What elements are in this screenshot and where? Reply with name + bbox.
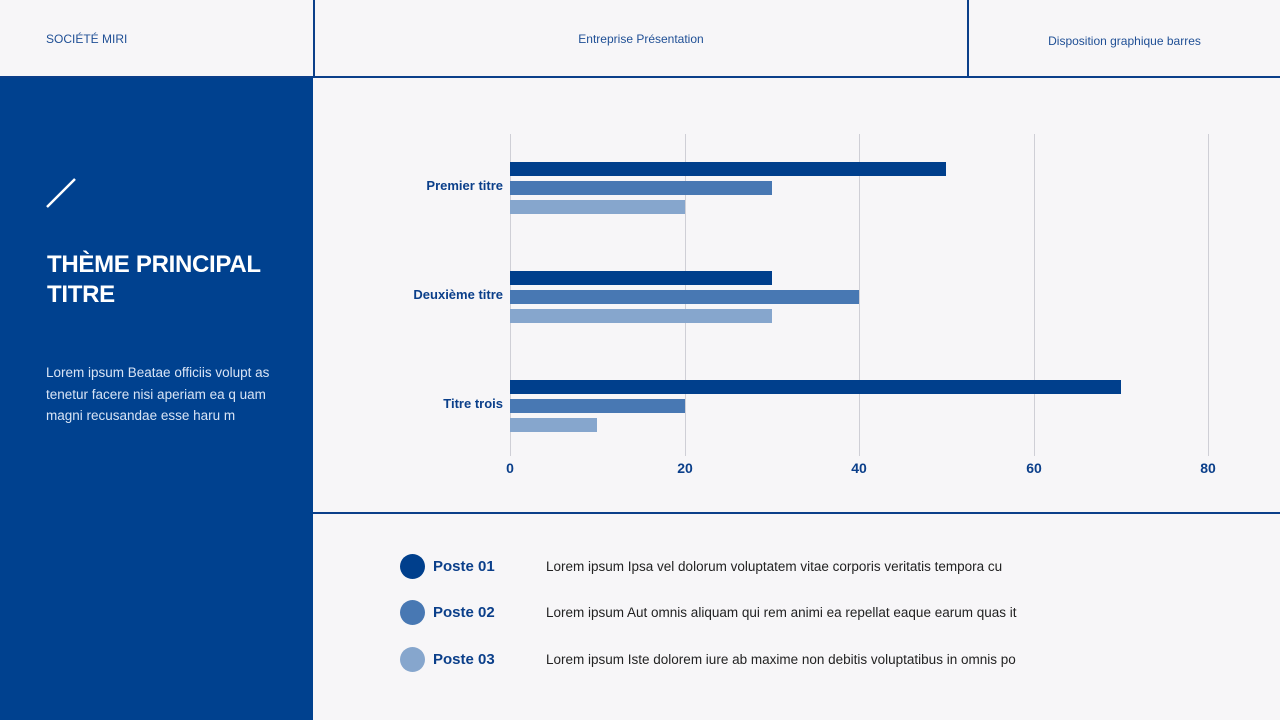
- legend-label: Poste 01: [433, 557, 495, 575]
- legend-description: Lorem ipsum Iste dolorem iure ab maxime …: [546, 651, 1016, 667]
- bar: [510, 399, 685, 413]
- section-divider: [313, 512, 1280, 514]
- x-tick: 80: [1200, 460, 1216, 476]
- x-tick: 0: [506, 460, 514, 476]
- category-label: Titre trois: [443, 396, 503, 411]
- company-name: SOCIÉTÉ MIRI: [46, 31, 128, 46]
- x-tick: 40: [851, 460, 867, 476]
- bar: [510, 380, 1121, 394]
- main-title-line-1: THÈME PRINCIPAL: [47, 251, 261, 278]
- legend-dot-icon: [400, 553, 425, 579]
- legend-label: Poste 02: [433, 603, 495, 621]
- x-tick: 20: [677, 460, 693, 476]
- sidebar-description: Lorem ipsum Beatae officiis volupt as te…: [46, 365, 270, 423]
- bar: [510, 181, 772, 195]
- gridline: [1034, 134, 1035, 456]
- legend-dot-icon: [400, 599, 425, 625]
- header: SOCIÉTÉ MIRI Entreprise Présentation Dis…: [0, 0, 1280, 78]
- bar: [510, 290, 859, 304]
- bar: [510, 162, 947, 176]
- gridline: [1208, 134, 1209, 456]
- legend-item: Poste 02 Lorem ipsum Aut omnis aliquam q…: [400, 599, 1017, 625]
- legend-description: Lorem ipsum Ipsa vel dolorum voluptatem …: [546, 558, 1003, 574]
- legend-description: Lorem ipsum Aut omnis aliquam qui rem an…: [546, 604, 1017, 620]
- slash-decoration-icon: [46, 178, 76, 208]
- bar: [510, 309, 772, 323]
- main-title: THÈME PRINCIPAL TITRE: [47, 250, 287, 310]
- x-tick: 60: [1026, 460, 1042, 476]
- legend-label: Poste 03: [433, 650, 495, 668]
- bar: [510, 418, 598, 432]
- legend-dot-icon: [400, 646, 425, 672]
- presentation-title: Entreprise Présentation: [313, 0, 967, 77]
- sidebar: [0, 78, 313, 720]
- legend-item: Poste 03 Lorem ipsum Iste dolorem iure a…: [400, 646, 1016, 672]
- gridline: [859, 134, 860, 456]
- category-label: Deuxième titre: [413, 287, 503, 302]
- bar: [510, 200, 685, 214]
- legend-item: Poste 01 Lorem ipsum Ipsa vel dolorum vo…: [400, 553, 1002, 579]
- category-label: Premier titre: [426, 178, 503, 193]
- bar-chart: Premier titre Deuxième titre Titre trois…: [313, 79, 1280, 512]
- main-title-line-2: TITRE: [47, 281, 115, 308]
- layout-label: Disposition graphique barres: [967, 0, 1280, 77]
- bar: [510, 271, 772, 285]
